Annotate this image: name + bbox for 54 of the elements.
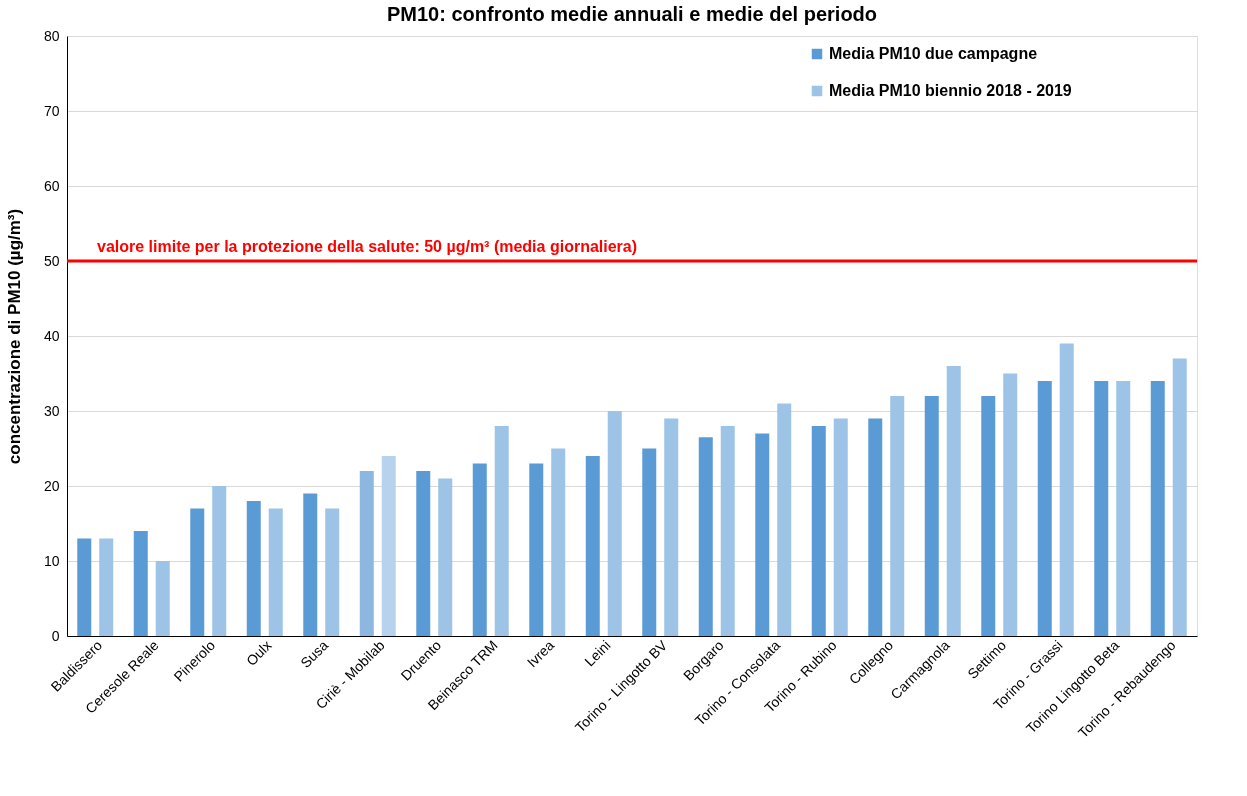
bar xyxy=(133,531,148,636)
y-tick-label: 20 xyxy=(43,477,60,494)
bar xyxy=(99,538,114,636)
bar xyxy=(438,478,453,636)
bar xyxy=(359,471,374,636)
bar xyxy=(551,448,566,636)
bar xyxy=(1003,373,1018,636)
y-tick-label: 70 xyxy=(43,102,60,119)
bar xyxy=(1116,381,1131,636)
bar xyxy=(1094,381,1109,636)
y-tick-label: 30 xyxy=(43,402,60,419)
y-tick-label: 50 xyxy=(43,252,60,269)
bar xyxy=(868,418,883,636)
bar xyxy=(190,508,205,636)
legend-label: Media PM10 due campagne xyxy=(829,45,1038,62)
bar xyxy=(381,456,396,636)
bar xyxy=(268,508,283,636)
bar xyxy=(325,508,340,636)
y-tick-label: 40 xyxy=(43,327,60,344)
bar xyxy=(494,426,509,636)
bar xyxy=(890,396,905,636)
bar xyxy=(529,463,544,636)
bar xyxy=(664,418,679,636)
bar xyxy=(1150,381,1165,636)
bar xyxy=(698,437,713,636)
bar xyxy=(585,456,600,636)
y-tick-label: 60 xyxy=(43,177,60,194)
bar xyxy=(833,418,848,636)
bar xyxy=(811,426,826,636)
bar xyxy=(946,366,961,636)
bar xyxy=(720,426,735,636)
y-axis-title: concentrazione di PM10 (µg/m³) xyxy=(4,208,24,465)
bar xyxy=(777,403,792,636)
bar xyxy=(1037,381,1052,636)
bar xyxy=(212,486,227,636)
bar xyxy=(755,433,770,636)
bar xyxy=(303,493,318,636)
chart-title: PM10: confronto medie annuali e medie del periodo xyxy=(386,3,878,25)
bar xyxy=(155,561,170,636)
bar xyxy=(246,501,261,636)
y-tick-label: 0 xyxy=(51,627,60,644)
bar xyxy=(981,396,996,636)
y-tick-label: 10 xyxy=(43,552,60,569)
bar xyxy=(77,538,92,636)
bar xyxy=(1059,343,1074,636)
ref-line-label: valore limite per la protezione della salute: 50 µg/m³ (media giornaliera) xyxy=(97,238,638,255)
bar xyxy=(607,411,622,636)
bar xyxy=(472,463,487,636)
bar xyxy=(924,396,939,636)
bar xyxy=(416,471,431,636)
y-tick-label: 80 xyxy=(43,27,60,44)
bar xyxy=(642,448,657,636)
bar xyxy=(1172,358,1187,636)
legend-label: Media PM10 biennio 2018 - 2019 xyxy=(829,82,1072,99)
